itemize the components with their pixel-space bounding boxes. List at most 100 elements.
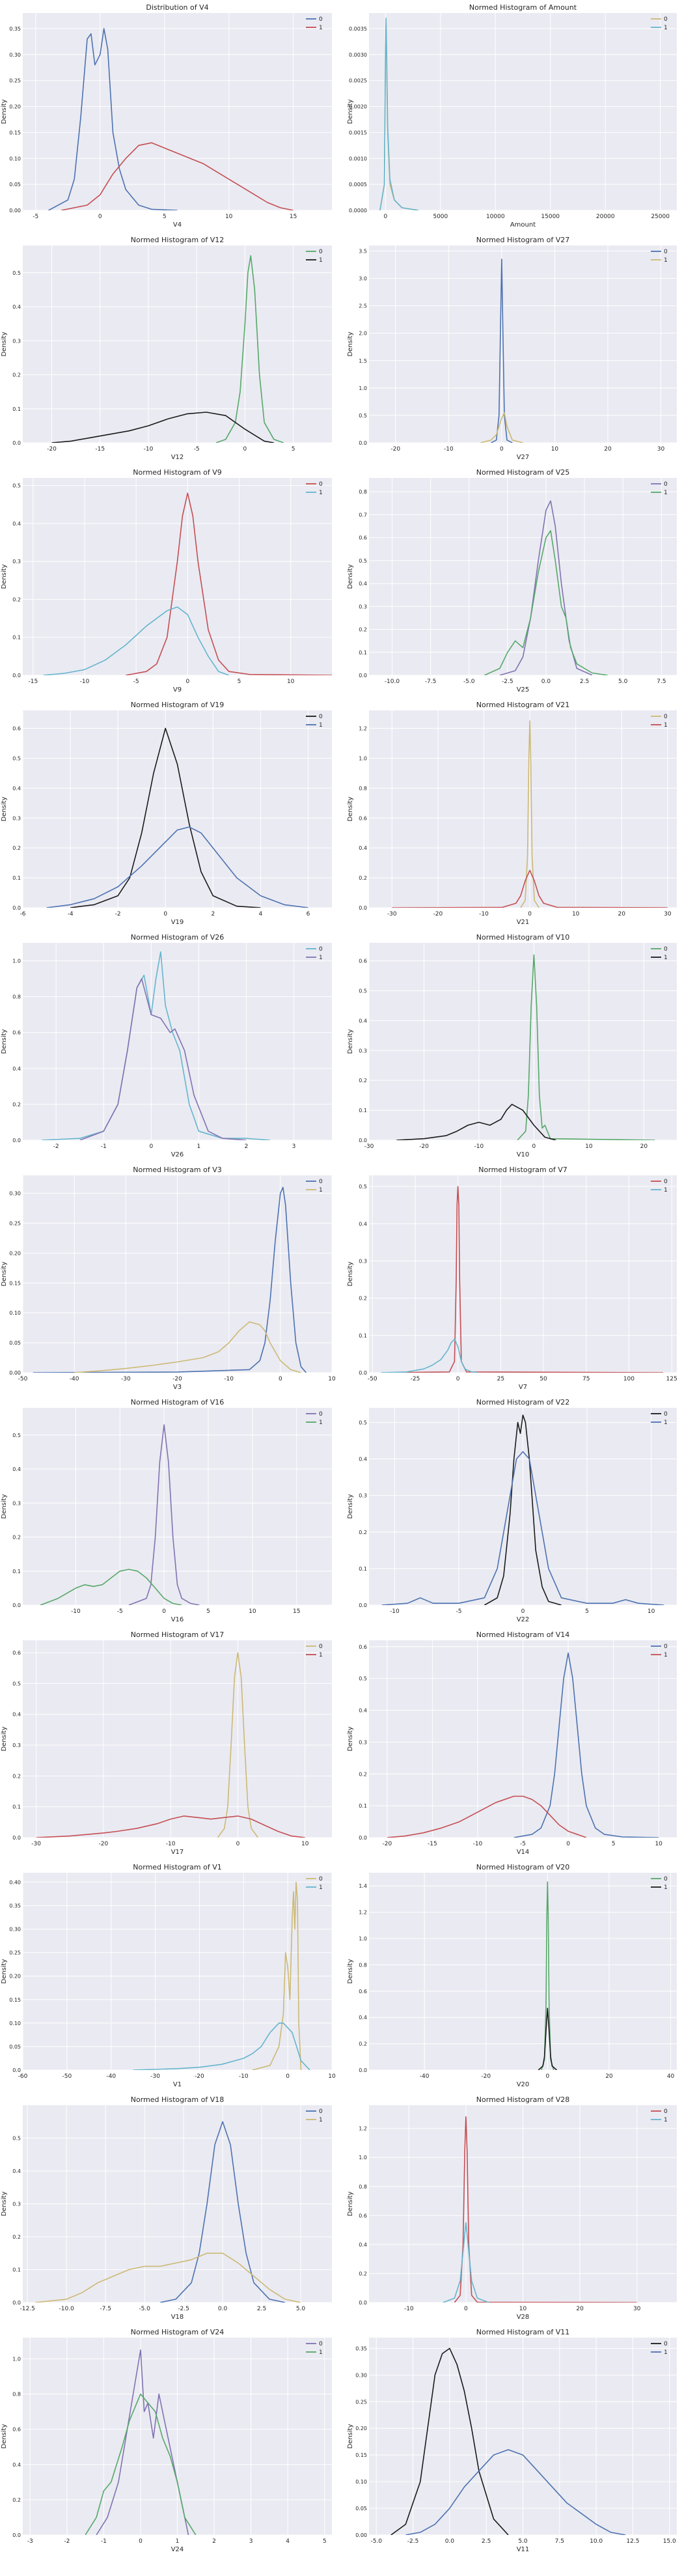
x-tick-label: 6	[307, 911, 310, 917]
x-tick-label: 5	[323, 2538, 327, 2545]
y-tick-label: 0.3	[359, 1048, 367, 1054]
y-tick-label: 0.0	[359, 440, 367, 446]
series-line-0	[159, 2121, 286, 2303]
y-axis-label: Density	[347, 564, 354, 589]
legend-label: 1	[319, 722, 323, 729]
y-tick-label: 0.2	[12, 596, 21, 602]
y-tick-label: 0.4	[359, 845, 367, 851]
x-tick-label: -40	[106, 2073, 116, 2080]
x-tick-label: 4	[286, 2538, 290, 2545]
y-tick-label: 0.8	[12, 2392, 21, 2398]
x-tick-label: 15	[293, 1608, 300, 1615]
y-tick-label: 0.0	[359, 2067, 367, 2073]
y-tick-label: 0.2	[12, 2497, 21, 2503]
x-tick-label: 4	[259, 911, 263, 917]
chart-title: Normed Histogram of V17	[131, 1631, 224, 1639]
y-tick-label: 0.2	[12, 372, 21, 378]
y-tick-label: 0.0	[359, 1603, 367, 1608]
x-tick-label: -10	[144, 446, 154, 453]
x-tick-label: 10	[225, 214, 233, 220]
y-tick-label: 0.25	[9, 1220, 21, 1226]
legend: 01	[651, 946, 668, 961]
y-tick-label: 1.2	[359, 2126, 367, 2132]
y-tick-label: 0.20	[9, 1250, 21, 1256]
y-tick-label: 0.6	[12, 726, 21, 732]
legend: 01	[306, 1644, 323, 1659]
y-tick-label: 0.20	[355, 2426, 367, 2431]
y-tick-label: 0.8	[359, 1962, 367, 1968]
y-tick-label: 0.0	[12, 2300, 21, 2306]
series-line-1	[443, 2222, 489, 2303]
series-line-1	[51, 412, 275, 443]
legend: 01	[651, 2108, 668, 2123]
legend-label: 1	[664, 25, 668, 31]
x-tick-label: 0	[162, 1608, 166, 1615]
y-tick-label: 0.2	[359, 2041, 367, 2047]
x-tick-label: -30	[150, 2073, 160, 2080]
series-line-1	[538, 2008, 558, 2070]
x-tick-label: 20	[618, 911, 626, 917]
y-tick-label: 0.2	[359, 2271, 367, 2276]
x-tick-label: -10	[390, 1608, 400, 1615]
chart-panel-1: Distribution of V4-5 0 5 10 150.000.050.100.…	[1, 3, 332, 229]
legend-label: 1	[664, 1420, 668, 1426]
legend-label: 1	[664, 1884, 668, 1891]
y-tick-label: 2.0	[359, 331, 367, 337]
y-axis-label: Density	[347, 99, 354, 124]
y-axis-label: Density	[347, 1029, 354, 1054]
chart-panel-3: Normed Histogram of V12 -20 -15 -10 -5 0 5 0.0 0…	[1, 236, 332, 461]
x-tick-label: -10.0	[385, 679, 400, 685]
legend-label: 1	[319, 490, 323, 496]
chart-title: Normed Histogram of V11	[476, 2328, 569, 2336]
y-tick-label: 0.1	[359, 1108, 367, 1113]
series-line-1	[133, 2023, 310, 2070]
x-tick-label: 12.5	[626, 2538, 639, 2545]
legend-label: 1	[664, 955, 668, 961]
x-tick-label: 0	[279, 1376, 282, 1382]
x-tick-label: 2	[211, 911, 215, 917]
x-tick-label: 0	[456, 1376, 460, 1382]
x-tick-label: -10	[224, 1376, 234, 1382]
y-tick-label: 0.0020	[349, 104, 367, 110]
x-tick-label: 0	[528, 911, 532, 917]
x-tick-label: -4	[68, 911, 74, 917]
x-tick-label: 10.0	[590, 2538, 603, 2545]
legend-label: 0	[319, 1411, 323, 1418]
x-tick-label: -12.5	[20, 2306, 35, 2312]
legend: 01	[306, 2108, 323, 2123]
x-tick-label: 0	[163, 911, 167, 917]
legend-label: 1	[664, 2117, 668, 2123]
x-tick-label: -10	[479, 911, 489, 917]
x-tick-label: -25	[411, 1376, 420, 1382]
legend-label: 1	[664, 257, 668, 264]
x-tick-label: -10	[444, 446, 454, 453]
x-tick-label: 20	[605, 2073, 613, 2080]
x-axis-label: V12	[171, 454, 184, 461]
x-tick-label: -7.5	[100, 2306, 111, 2312]
chart-title: Normed Histogram of V25	[476, 468, 569, 477]
x-tick-label: -2.5	[407, 2538, 419, 2545]
x-tick-label: -3	[27, 2538, 33, 2545]
x-axis-label: V11	[517, 2546, 530, 2553]
y-tick-label: 0.30	[9, 1191, 21, 1197]
y-axis-label: Density	[347, 2424, 354, 2448]
y-tick-label: 1.0	[359, 755, 367, 761]
y-tick-label: 0.2	[359, 627, 367, 633]
y-tick-label: 0.3	[12, 2202, 21, 2207]
y-tick-label: 0.05	[9, 2044, 21, 2050]
y-tick-label: 0.5	[359, 988, 367, 994]
y-tick-label: 0.4	[12, 1066, 21, 1072]
x-tick-label: 50	[540, 1376, 547, 1382]
x-tick-label: -2	[53, 1143, 59, 1150]
x-tick-label: 75	[582, 1376, 590, 1382]
x-tick-label: -1	[101, 2538, 107, 2545]
y-tick-label: 0.5	[12, 1433, 21, 1438]
x-tick-label: -5	[117, 1608, 123, 1615]
x-tick-label: 10	[655, 1841, 663, 1847]
y-tick-label: 0.25	[355, 2399, 367, 2405]
y-axis-label: Density	[1, 331, 8, 356]
y-tick-label: 0.6	[359, 959, 367, 964]
x-tick-label: 10000	[486, 214, 505, 220]
plot-area	[23, 1640, 332, 1838]
